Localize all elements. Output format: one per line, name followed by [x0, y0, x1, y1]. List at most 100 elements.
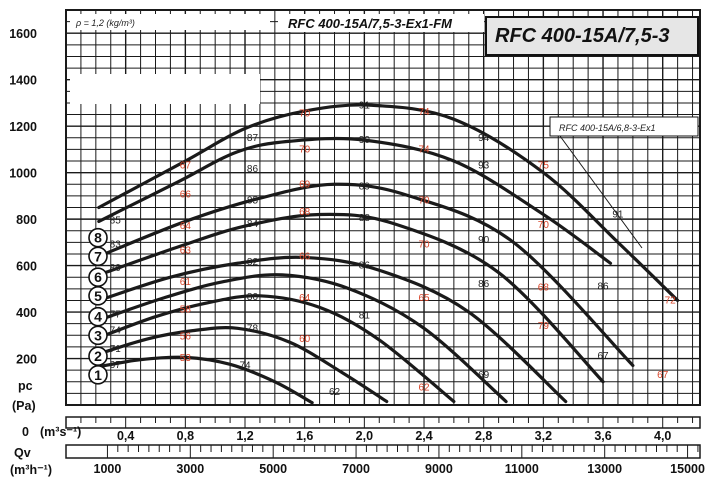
x-tick-label-m3s: 4,0 [654, 429, 671, 443]
efficiency-label: 68 [299, 207, 311, 218]
efficiency-label: 86 [359, 261, 371, 272]
y-tick-label: 800 [16, 213, 37, 227]
efficiency-label: 67 [110, 360, 122, 371]
efficiency-label: 74 [418, 107, 430, 118]
efficiency-label: 68 [538, 283, 550, 294]
efficiency-label: 93 [478, 161, 490, 172]
efficiency-label: 64 [299, 293, 311, 304]
x-tick-label-m3h: 7000 [342, 462, 370, 476]
fan-curve-8 [97, 136, 613, 265]
speed-label: 1 [94, 367, 102, 383]
efficiency-label: 71 [110, 344, 122, 355]
subtitle-box [278, 14, 484, 32]
y-tick-label: 1400 [9, 74, 37, 88]
m3s-scale-bar [65, 416, 701, 429]
fan-curve-3 [97, 294, 456, 404]
efficiency-label: 86 [597, 282, 609, 293]
efficiency-label: 62 [329, 387, 341, 398]
efficiency-label: 74 [239, 361, 251, 372]
x-tick-label-m3h: 5000 [259, 462, 287, 476]
y-axis-ticks: 200 400 600 800 1000 1200 1400 1600 [9, 27, 37, 366]
alt-curve-box [549, 116, 699, 137]
speed-label: 3 [94, 327, 102, 343]
speed-label: 2 [94, 348, 102, 364]
y-axis-label: pc [18, 379, 33, 393]
efficiency-label: 66 [180, 190, 192, 201]
m3h-scale-bar [65, 444, 701, 459]
speed-circle [88, 267, 108, 288]
efficiency-label: 70 [299, 108, 311, 119]
x-tick-label-m3s: 2,8 [475, 429, 492, 443]
x-tick-label-m3h: 11000 [505, 462, 539, 476]
chart-subtitle: RFC 400-15A/7,5-3-Ex1-FM [288, 16, 453, 31]
efficiency-label: 78 [247, 323, 259, 334]
x-tick-label-m3s: 0,8 [177, 429, 194, 443]
x-axis-label-bottom: Qv [14, 446, 31, 460]
chart-grid [65, 9, 701, 406]
blank-panel [70, 74, 260, 104]
efficiency-label: 67 [657, 370, 669, 381]
efficiency-label: 65 [418, 293, 430, 304]
speed-label: 4 [94, 309, 102, 325]
speed-label: 7 [94, 248, 102, 264]
efficiency-label: 69 [478, 370, 490, 381]
x-tick-label-m3s: 0,4 [117, 429, 134, 443]
y-tick-label: 1000 [9, 167, 37, 181]
efficiency-label: 89 [359, 182, 371, 193]
efficiency-label: 94 [478, 133, 490, 144]
fan-curve-7 [97, 182, 635, 368]
x-tick-label-m3s: 3,2 [535, 429, 552, 443]
efficiency-label: 66 [299, 251, 311, 262]
fan-curve-5 [97, 255, 568, 404]
fan-curve-2 [97, 326, 389, 404]
speed-circle [88, 306, 108, 327]
speed-label: 5 [94, 288, 102, 304]
speed-label: 6 [94, 269, 102, 285]
x-tick-label-m3h: 3000 [176, 462, 204, 476]
x-tick-label-m3h: 9000 [425, 462, 453, 476]
x-tick-label-m3s: 2,4 [415, 429, 432, 443]
x-tick-label-m3h: 15000 [670, 462, 705, 476]
chart-title: RFC 400-15A/7,5-3 [495, 25, 670, 47]
density-note: ρ = 1,2 (kg/m³) [75, 18, 135, 28]
efficiency-label: 70 [538, 220, 550, 231]
x-axis-unit-top: (m³s⁻¹) [40, 425, 81, 439]
efficiency-label: 86 [478, 279, 490, 290]
x-tick-label-m3s: 1,2 [236, 429, 253, 443]
x-tick-label-m3s: 2,0 [356, 429, 373, 443]
efficiency-label: 83 [110, 240, 122, 251]
chart-extras: RFC 400-15A/7,5-3 RFC 400-15A/7,5-3-Ex1-… [10, 14, 699, 477]
efficiency-label: 81 [359, 311, 371, 322]
efficiency-label: 88 [359, 213, 371, 224]
efficiency-label: 67 [180, 161, 192, 172]
efficiency-label: 53 [180, 353, 192, 364]
efficiency-label: 80 [110, 263, 122, 274]
speed-circle [88, 227, 108, 248]
efficiency-label: 75 [538, 161, 550, 172]
x-tick-label-m3s: 3,6 [594, 429, 611, 443]
y-tick-label: 1600 [9, 27, 37, 41]
efficiency-label: 70 [418, 240, 430, 251]
efficiency-label: 58 [180, 305, 192, 316]
x-tick-label-m3s: 1,6 [296, 429, 313, 443]
title-box [485, 16, 699, 56]
efficiency-label: 77 [110, 309, 122, 320]
efficiency-label: 61 [180, 277, 192, 288]
alt-curve-pointer [559, 135, 643, 249]
efficiency-label: 56 [180, 331, 192, 342]
efficiency-label: 79 [538, 321, 550, 332]
efficiency-label: 85 [110, 215, 122, 226]
efficiency-label: 91 [359, 100, 371, 111]
efficiency-label: 91 [612, 209, 624, 220]
efficiency-label: 63 [180, 245, 192, 256]
efficiency-label: 74 [418, 144, 430, 155]
density-box [70, 14, 270, 30]
efficiency-label: 60 [299, 334, 311, 345]
fan-curve-6 [97, 212, 605, 384]
efficiency-label: 74 [110, 326, 122, 337]
efficiency-label: 80 [247, 292, 259, 303]
y-tick-label: 1200 [9, 120, 37, 134]
x-axis-unit-bottom: (m³h⁻¹) [10, 463, 52, 477]
